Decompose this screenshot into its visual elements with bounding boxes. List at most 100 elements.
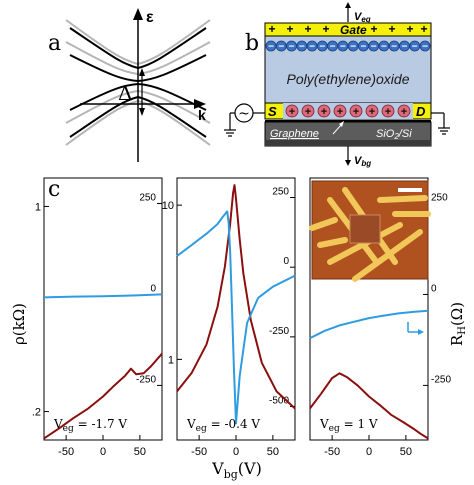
plot-right: -50 0 50 250 0 -250 Veg = 1 V	[309, 177, 451, 458]
gate-plus-charge: +	[268, 22, 275, 36]
source-label: S	[268, 104, 277, 119]
x-tick-label: 0	[100, 446, 106, 458]
plot-left: -50 0 50 1 .2 250 0 -250 Veg = -1.7 V	[32, 177, 163, 458]
top-voltage-label: Veg	[354, 11, 371, 24]
positive-ion-sign: +	[369, 106, 375, 118]
right-ylabel: RH(Ω)	[448, 302, 468, 346]
positive-ion	[333, 104, 347, 118]
energy-arrow-icon	[133, 8, 143, 20]
x-tick-label: 0	[366, 446, 372, 458]
positive-ion	[365, 104, 379, 118]
negative-ion-sign: −	[381, 42, 387, 53]
plot-frame	[43, 177, 163, 441]
positive-ion	[285, 104, 299, 118]
y-tick-label-left: 1	[35, 201, 41, 213]
negative-ion-sign: −	[289, 42, 295, 53]
hall-resistance-series-line	[43, 293, 163, 299]
y-tick-label-left: 1	[168, 354, 174, 366]
substrate-label: SiO2/Si	[376, 128, 412, 141]
x-tick-label: 50	[400, 446, 412, 458]
momentum-arrow-icon	[194, 99, 206, 109]
vgate-annotation: Veg = 1 V	[319, 417, 378, 434]
gate-plus-charge: +	[370, 22, 377, 36]
x-tick-label: -50	[58, 446, 74, 458]
resistivity-series-line	[309, 372, 429, 440]
gap-label: Δ	[118, 81, 132, 105]
energy-axis-label: ε	[146, 9, 154, 26]
electrolyte-label: Poly(ethylene)oxide	[287, 71, 410, 87]
gate-plus-charge: +	[322, 22, 329, 36]
y-tick-label-right: -250	[136, 374, 156, 385]
negative-ion	[419, 40, 431, 52]
negative-ion-sign: −	[412, 42, 418, 53]
negative-ion-sign: −	[319, 42, 325, 53]
negative-ion-sign: −	[350, 42, 356, 53]
gate-charges: + + + + + + + +	[268, 22, 427, 36]
gate-plus-charge: +	[406, 22, 413, 36]
x-tick-label: -50	[324, 446, 340, 458]
positive-ion-sign: +	[401, 106, 407, 118]
negative-ion-sign: −	[268, 42, 274, 53]
x-tick-label: -50	[191, 446, 207, 458]
y-tick-label-left: 10	[162, 200, 174, 212]
panel-b: b Veg + + + + + + + + Gate − − − − − − − − − − − − − − − − Pol…	[224, 2, 450, 168]
panel-label-c: c	[48, 177, 60, 202]
right-axis-arrow-icon	[418, 329, 424, 335]
y-tick-label-right: 250	[139, 192, 156, 203]
positive-ion	[397, 104, 411, 118]
gate-plus-charge: +	[388, 22, 395, 36]
positive-ion	[317, 104, 331, 118]
graphene-label: Graphene	[270, 128, 319, 140]
gate-plus-charge: +	[304, 22, 311, 36]
svg-text:~: ~	[238, 106, 250, 122]
negative-ion-sign: −	[299, 42, 305, 53]
graphene-pointer-icon	[339, 121, 344, 127]
momentum-axis-label: k	[198, 107, 206, 123]
left-ylabel: ρ(kΩ)	[10, 303, 28, 345]
y-tick-label-right: 0	[431, 283, 437, 294]
positive-ion-sign: +	[385, 106, 391, 118]
shared-xlabel: Vbg(V)	[211, 459, 262, 481]
vgate-annotation: Veg = -0.4 V	[186, 417, 260, 434]
negative-ion-sign: −	[309, 42, 315, 53]
resistivity-series-line	[43, 353, 163, 440]
positive-ion-sign: +	[305, 106, 311, 118]
panel-a: a ε k Δ	[48, 8, 211, 162]
negative-ion-sign: −	[402, 42, 408, 53]
gate-plus-charge: +	[420, 22, 427, 36]
gate-plus-charge: +	[286, 22, 293, 36]
x-tick-label: 50	[134, 446, 146, 458]
top-voltage-arrow-icon	[345, 2, 351, 8]
scale-bar	[398, 188, 422, 192]
afm-inset	[309, 180, 431, 282]
bottom-voltage-label: Vbg	[354, 155, 371, 168]
gate-label: Gate	[340, 23, 367, 37]
negative-ion-sign: −	[391, 42, 397, 53]
negative-ion-sign: −	[371, 42, 377, 53]
y-tick-label-right: 250	[272, 187, 289, 198]
y-tick-label-right: -500	[269, 396, 289, 407]
negative-ion-sign: −	[278, 42, 284, 53]
hall-resistance-series-line	[176, 210, 296, 425]
blue-axis-indicator	[407, 322, 424, 335]
y-tick-label-right: -250	[431, 374, 451, 385]
negative-ion-sign: −	[360, 42, 366, 53]
y-tick-label-right: 0	[150, 283, 156, 294]
negative-ion-sign: −	[422, 42, 428, 53]
positive-ion-sign: +	[321, 106, 327, 118]
negative-ion-sign: −	[340, 42, 346, 53]
y-tick-label-left: .2	[32, 407, 41, 419]
hall-resistance-series-line	[309, 309, 429, 339]
y-tick-label-right: 0	[283, 256, 289, 267]
afm-graphene-flake	[349, 214, 381, 244]
vgate-annotation: Veg = -1.7 V	[53, 417, 127, 434]
positive-ion	[301, 104, 315, 118]
x-tick-label: 50	[267, 446, 279, 458]
negative-ion-sign: −	[330, 42, 336, 53]
ion-row: − − − − − − − − − − − − − − − −	[265, 40, 431, 53]
positive-ion-sign: +	[289, 106, 295, 118]
positive-ion-sign: +	[353, 106, 359, 118]
